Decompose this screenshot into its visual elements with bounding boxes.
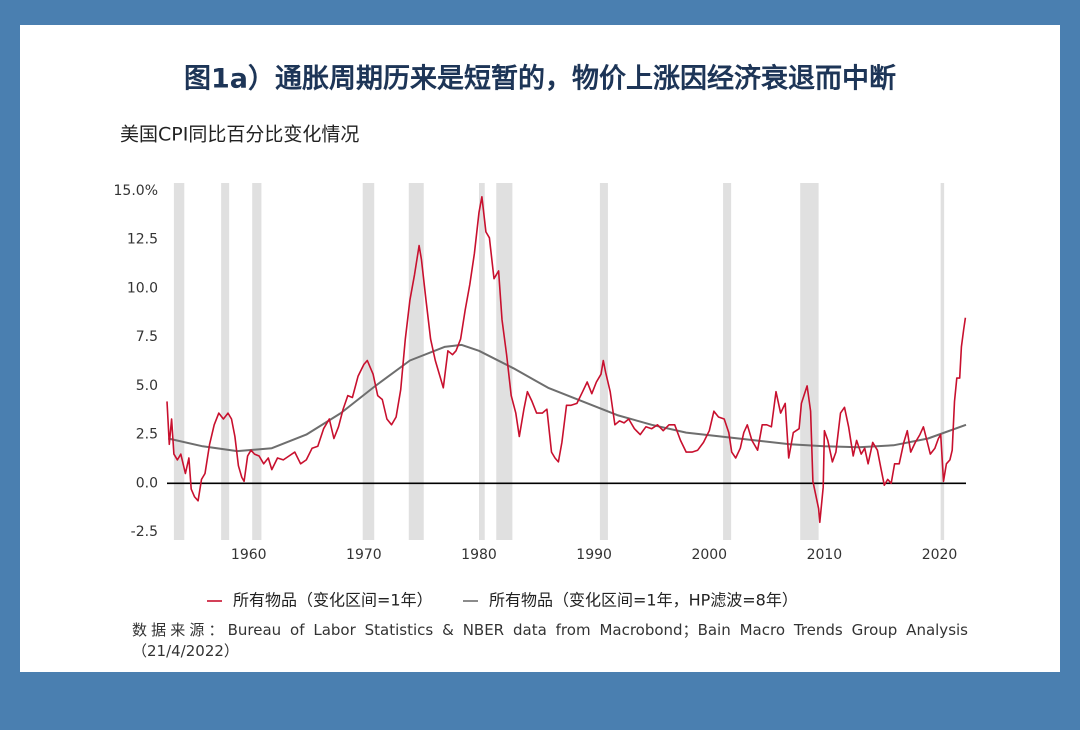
recession-band — [221, 183, 230, 540]
recession-band — [496, 183, 513, 540]
panel — [20, 25, 1060, 672]
x-tick-label: 2000 — [691, 547, 727, 563]
y-tick-label: 7.5 — [136, 329, 158, 345]
x-tick-label: 1960 — [231, 547, 267, 563]
legend-label: 所有物品（变化区间=1年） — [233, 591, 433, 610]
y-tick-label: 2.5 — [136, 427, 158, 443]
y-tick-label: 5.0 — [136, 378, 158, 394]
x-tick-label: 2020 — [922, 547, 958, 563]
recession-band — [408, 183, 424, 540]
y-tick-label: 15.0% — [114, 183, 158, 199]
recession-band — [940, 183, 945, 540]
recession-band — [800, 183, 819, 540]
series-line — [166, 196, 967, 524]
chart-subtitle: 美国CPI同比百分比变化情况 — [120, 124, 359, 146]
recession-band — [252, 183, 262, 540]
recession-band — [479, 183, 485, 540]
legend-label: 所有物品（变化区间=1年，HP滤波=8年） — [489, 591, 798, 610]
recession-band — [173, 183, 185, 540]
x-tick-label: 2010 — [807, 547, 843, 563]
recession-band — [723, 183, 732, 540]
y-tick-label: 12.5 — [127, 232, 158, 248]
series-line — [167, 343, 967, 453]
chart-title: 图1a）通胀周期历来是短暂的，物价上涨因经济衰退而中断 — [184, 63, 896, 95]
y-tick-label: 10.0 — [127, 280, 158, 296]
y-tick-label: 0.0 — [136, 475, 158, 491]
source-note: 数据来源：Bureau of Labor Statistics & NBER d… — [132, 621, 968, 660]
y-tick-label: -2.5 — [131, 524, 158, 540]
x-tick-label: 1990 — [576, 547, 612, 563]
x-tick-label: 1970 — [346, 547, 382, 563]
x-tick-label: 1980 — [461, 547, 497, 563]
